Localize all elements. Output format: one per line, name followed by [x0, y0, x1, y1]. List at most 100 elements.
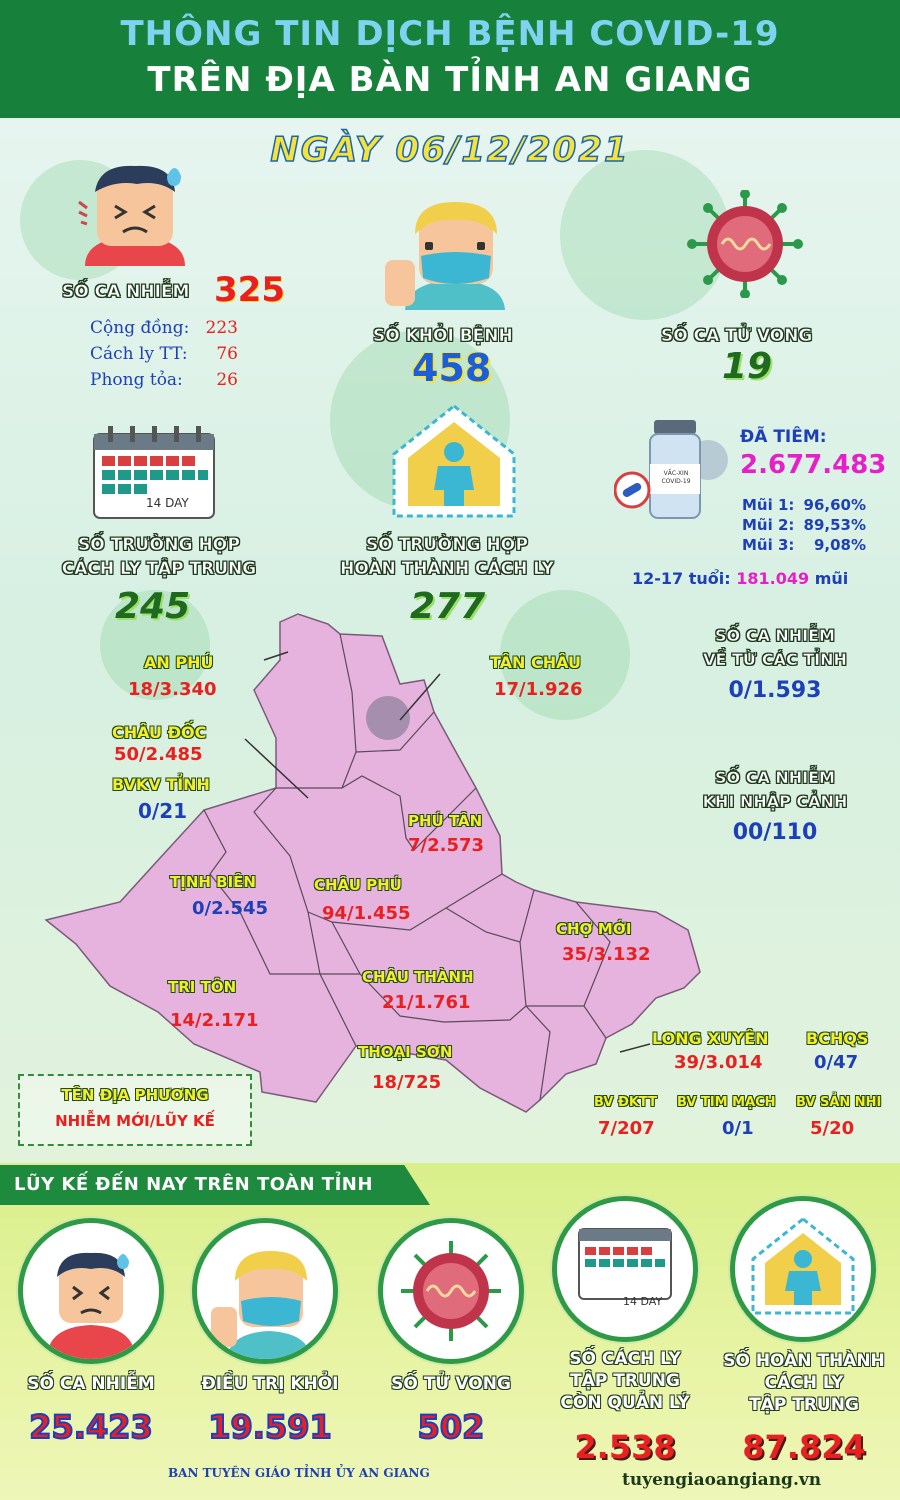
title-line1: THÔNG TIN DỊCH BỆNH COVID-19 — [120, 14, 780, 54]
quarantine-completed-label-line2: HOÀN THÀNH CÁCH LY — [340, 559, 554, 580]
dose-values: 96,60% 89,53% 9,08% — [790, 495, 866, 555]
background-virus-icon — [560, 150, 730, 320]
infections-row-value: 223 — [205, 318, 238, 338]
background-virus-icon — [100, 590, 210, 700]
cumulative-quarantine-label-line2: TẬP TRUNG — [570, 1371, 680, 1391]
cumulative-recovered-label: ĐIỀU TRỊ KHỎI — [201, 1374, 339, 1394]
dose-labels: Mũi 1: Mũi 2: Mũi 3: — [742, 495, 794, 555]
quarantine-central-label: SỐ TRƯỜNG HỢP CÁCH LY TẬP TRUNG — [48, 533, 270, 581]
calendar-icon — [578, 1228, 672, 1300]
district-value-chau-phu: 94/1.455 — [322, 903, 411, 924]
infections-row-label: Cộng đồng: — [90, 318, 190, 338]
deaths-value: 19 — [722, 346, 773, 387]
cumulative-infections-circle — [18, 1218, 164, 1364]
district-name-phu-tan: PHÚ TÂN — [408, 812, 483, 830]
dose-label: Mũi 3: — [742, 536, 795, 554]
tan-chau-marker-icon — [366, 673, 441, 740]
infections-breakdown: Cộng đồng: Cách ly TT: Phong tỏa: — [90, 315, 189, 393]
report-date: NGÀY 06/12/2021 — [270, 129, 630, 171]
district-value-bvkv: 0/21 — [138, 799, 188, 823]
dose-label: Mũi 1: — [742, 496, 795, 514]
infections-row-value: 76 — [216, 344, 238, 364]
dose-label: Mũi 2: — [742, 516, 795, 534]
dose-value: 9,08% — [813, 536, 866, 554]
quarantine-completed-value: 277 — [410, 586, 486, 627]
dose-value: 96,60% — [803, 496, 866, 514]
dose-value: 89,53% — [803, 516, 866, 534]
cumulative-completed-label-line1: SỐ HOÀN THÀNH — [723, 1351, 885, 1371]
district-value-bv-tim-mach: 0/1 — [722, 1118, 754, 1139]
cumulative-infections-value: 25.423 — [28, 1407, 153, 1447]
sick-person-icon — [75, 158, 195, 266]
vaccine-vial-icon: VẮC-XIN COVID-19 — [613, 420, 734, 520]
district-name-an-phu: AN PHÚ — [144, 653, 214, 672]
cumulative-quarantine-label-line3: CÒN QUẢN LÝ — [560, 1393, 690, 1413]
provinces-label-line2: VỀ TỪ CÁC TỈNH — [703, 650, 847, 670]
infections-label: SỐ CA NHIỄM — [62, 282, 190, 303]
district-name-bvkv: BVKV TỈNH — [112, 775, 210, 794]
cumulative-quarantine-label-line1: SỐ CÁCH LY — [569, 1349, 681, 1369]
cumulative-completed-label-line2: CÁCH LY — [764, 1373, 844, 1393]
cumulative-recovered-circle — [192, 1218, 338, 1364]
cumulative-quarantine-value: 2.538 — [574, 1428, 676, 1466]
quarantine-house-icon — [390, 402, 518, 520]
district-name-tri-ton: TRI TÔN — [168, 978, 237, 996]
header-banner: THÔNG TIN DỊCH BỆNH COVID-19 TRÊN ĐỊA BÀ… — [0, 0, 900, 118]
district-name-bv-dktt: BV ĐKTT — [594, 1095, 657, 1110]
legend-line1: TÊN ĐỊA PHƯƠNG — [61, 1086, 209, 1104]
deaths-label: SỐ CA TỬ VONG — [661, 326, 813, 347]
cumulative-deaths-circle — [378, 1218, 524, 1364]
district-name-bchqs: BCHQS — [806, 1029, 869, 1048]
legend-line2: NHIỄM MỚI/LŨY KẾ — [55, 1112, 215, 1130]
cumulative-quarantine-label: SỐ CÁCH LY TẬP TRUNG CÒN QUẢN LÝ — [540, 1348, 710, 1414]
district-value-bv-san-nhi: 5/20 — [810, 1118, 855, 1139]
calendar-label: 14 DAY — [623, 1295, 663, 1308]
district-name-bv-san-nhi: BV SẢN NHI — [796, 1095, 882, 1110]
virus-icon — [680, 189, 810, 299]
entry-label-line1: SỐ CA NHIỄM — [715, 768, 836, 788]
district-name-tinh-bien: TỊNH BIÊN — [170, 873, 256, 891]
district-value-tri-ton: 14/2.171 — [170, 1010, 259, 1031]
quarantine-completed-label: SỐ TRƯỜNG HỢP HOÀN THÀNH CÁCH LY — [328, 533, 566, 581]
vaccination-label: ĐÃ TIÊM: — [740, 427, 827, 447]
district-value-tinh-bien: 0/2.545 — [192, 898, 269, 919]
background-virus-icon — [500, 590, 630, 720]
district-name-bv-tim-mach: BV TIM MẠCH — [677, 1095, 776, 1110]
infections-row-label: Phong tỏa: — [90, 370, 183, 390]
calendar-label: 14 DAY — [146, 496, 189, 510]
youth-vaccination: 12-17 tuổi: 181.049 mũi — [632, 569, 848, 588]
quarantine-central-label-line2: CÁCH LY TẬP TRUNG — [61, 559, 257, 580]
footer-publisher: BAN TUYÊN GIÁO TỈNH ỦY AN GIANG — [168, 1466, 430, 1480]
provinces-label: SỐ CA NHIỄM VỀ TỪ CÁC TỈNH — [680, 624, 870, 672]
virus-icon — [401, 1241, 501, 1341]
district-value-tan-chau: 17/1.926 — [494, 679, 583, 700]
calendar-icon: 14 DAY — [92, 426, 216, 520]
district-value-thoai-son: 18/725 — [372, 1072, 442, 1093]
quarantine-house-icon — [751, 1217, 855, 1315]
vial-label: VẮC-XIN COVID-19 — [661, 470, 691, 485]
footer-website[interactable]: tuyengiaoangiang.vn — [622, 1470, 822, 1490]
district-value-an-phu: 18/3.340 — [128, 679, 217, 700]
district-value-bv-dktt: 7/207 — [598, 1118, 655, 1139]
entry-label-line2: KHI NHẬP CẢNH — [702, 792, 848, 812]
cumulative-completed-circle — [730, 1196, 876, 1342]
provinces-value: 0/1.593 — [728, 678, 822, 703]
recovered-label: SỐ KHỎI BỆNH — [373, 326, 513, 347]
cumulative-infections-label: SỐ CA NHIỄM — [27, 1374, 155, 1394]
infections-row-value: 26 — [216, 370, 238, 390]
cumulative-deaths-label: SỐ TỬ VONG — [391, 1374, 511, 1394]
district-value-long-xuyen: 39/3.014 — [674, 1052, 763, 1073]
district-value-cho-moi: 35/3.132 — [562, 944, 651, 965]
cumulative-completed-label: SỐ HOÀN THÀNH CÁCH LY TẬP TRUNG — [716, 1350, 892, 1416]
youth-value: 181.049 — [736, 569, 810, 588]
cumulative-completed-label-line3: TẬP TRUNG — [749, 1395, 859, 1415]
district-value-bchqs: 0/47 — [814, 1052, 859, 1073]
vaccination-value: 2.677.483 — [740, 450, 887, 480]
district-name-cho-moi: CHỢ MỚI — [556, 920, 632, 938]
cumulative-quarantine-circle: 14 DAY — [552, 1196, 698, 1342]
cumulative-title-banner: LŨY KẾ ĐẾN NAY TRÊN TOÀN TỈNH — [0, 1165, 430, 1205]
district-name-thoai-son: THOẠI SƠN — [358, 1043, 453, 1061]
infections-breakdown-values: 223 76 26 — [196, 315, 238, 393]
district-name-tan-chau: TÂN CHÂU — [490, 653, 582, 672]
district-value-chau-doc: 50/2.485 — [114, 744, 203, 765]
